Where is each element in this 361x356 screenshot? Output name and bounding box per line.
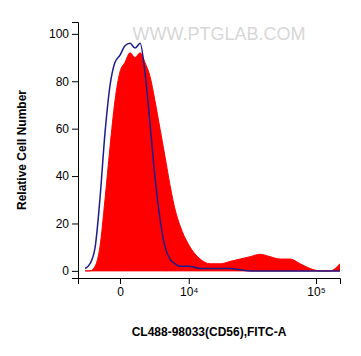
y-tick: 40	[56, 169, 78, 183]
y-tick-mark	[72, 271, 78, 272]
x-tick-label: 10⁴	[180, 285, 199, 299]
y-tick-label: 80	[56, 75, 70, 89]
x-axis-title: CL488-98033(CD56),FITC-A	[132, 325, 287, 339]
y-tick-mark	[72, 176, 78, 177]
y-tick-label: 100	[49, 27, 69, 41]
y-tick-label: 40	[56, 169, 70, 183]
y-tick: 80	[56, 75, 78, 89]
histogram-area	[85, 53, 340, 271]
y-tick: 60	[56, 122, 78, 136]
x-tick-mark	[120, 278, 121, 284]
x-tick: 10⁴	[180, 278, 199, 299]
y-tick: 100	[49, 27, 78, 41]
x-tick: 10⁵	[307, 278, 325, 299]
x-tick: 0	[117, 278, 124, 299]
y-tick: 20	[56, 217, 78, 231]
chart: 0 10⁴ 10⁵ 0 20 40 60 80 100 CL488-98033(CD56),FIT…	[0, 0, 361, 356]
y-axis-line	[72, 23, 79, 279]
plot-area	[85, 43, 340, 271]
x-tick-mark	[316, 278, 317, 284]
y-tick-label: 60	[56, 122, 70, 136]
y-tick-mark	[72, 129, 78, 130]
x-tick-label: 10⁵	[307, 285, 325, 299]
y-tick-mark	[72, 223, 78, 224]
y-tick-mark	[72, 81, 78, 82]
y-axis: 0 20 40 60 80 100	[49, 23, 79, 279]
y-tick-label: 0	[62, 264, 69, 278]
x-axis: 0 10⁴ 10⁵	[79, 278, 341, 299]
y-tick: 0	[62, 264, 78, 278]
x-tick-mark	[189, 278, 190, 284]
y-axis-title: Relative Cell Number	[15, 90, 29, 210]
y-tick-label: 20	[56, 217, 70, 231]
watermark: WWW.PTGLAB.COM	[133, 24, 306, 44]
x-tick-label: 0	[117, 285, 124, 299]
x-axis-line	[79, 279, 341, 285]
histogram-line	[85, 43, 340, 271]
y-tick-mark	[72, 34, 78, 35]
